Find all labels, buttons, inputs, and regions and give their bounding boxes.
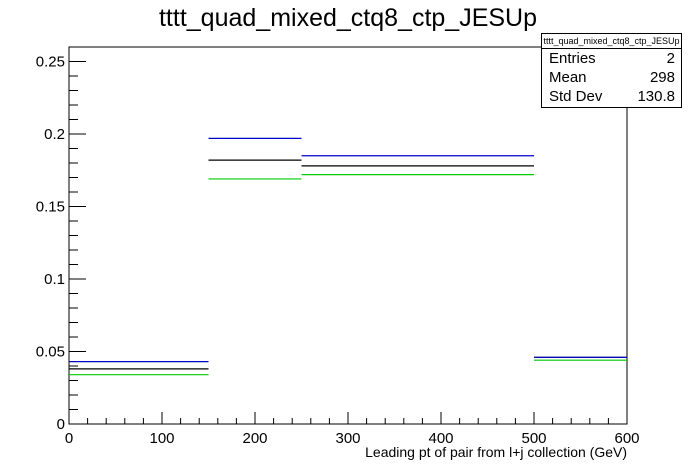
y-tick-label: 0.1 <box>44 271 65 288</box>
stats-box: tttt_quad_mixed_ctq8_ctp_JESUp Entries 2… <box>541 33 682 108</box>
x-tick-label: 400 <box>428 430 453 447</box>
stats-entries-value: 2 <box>666 50 675 67</box>
y-tick-label: 0.2 <box>44 126 65 143</box>
stats-stddev-value: 130.8 <box>637 88 675 105</box>
chart-title: tttt_quad_mixed_ctq8_ctp_JESUp <box>158 4 537 32</box>
x-tick-label: 500 <box>521 430 546 447</box>
y-tick-label: 0.05 <box>36 344 65 361</box>
x-tick-label: 200 <box>242 430 267 447</box>
y-tick-label: 0 <box>57 416 65 433</box>
stats-entries-row: Entries 2 <box>542 49 681 68</box>
x-tick-label: 100 <box>149 430 174 447</box>
x-axis-label: Leading pt of pair from l+j collection (… <box>365 444 627 460</box>
x-tick-label: 600 <box>614 430 639 447</box>
stats-mean-label: Mean <box>549 69 587 86</box>
y-tick-label: 0.25 <box>36 54 65 71</box>
stats-stddev-row: Std Dev 130.8 <box>542 87 681 106</box>
stats-mean-row: Mean 298 <box>542 68 681 87</box>
x-tick-label: 0 <box>65 430 73 447</box>
stats-mean-value: 298 <box>649 69 675 86</box>
stats-box-name: tttt_quad_mixed_ctq8_ctp_JESUp <box>542 34 681 49</box>
stats-stddev-label: Std Dev <box>549 88 603 105</box>
y-tick-label: 0.15 <box>36 199 65 216</box>
stats-entries-label: Entries <box>549 50 596 67</box>
x-tick-label: 300 <box>335 430 360 447</box>
